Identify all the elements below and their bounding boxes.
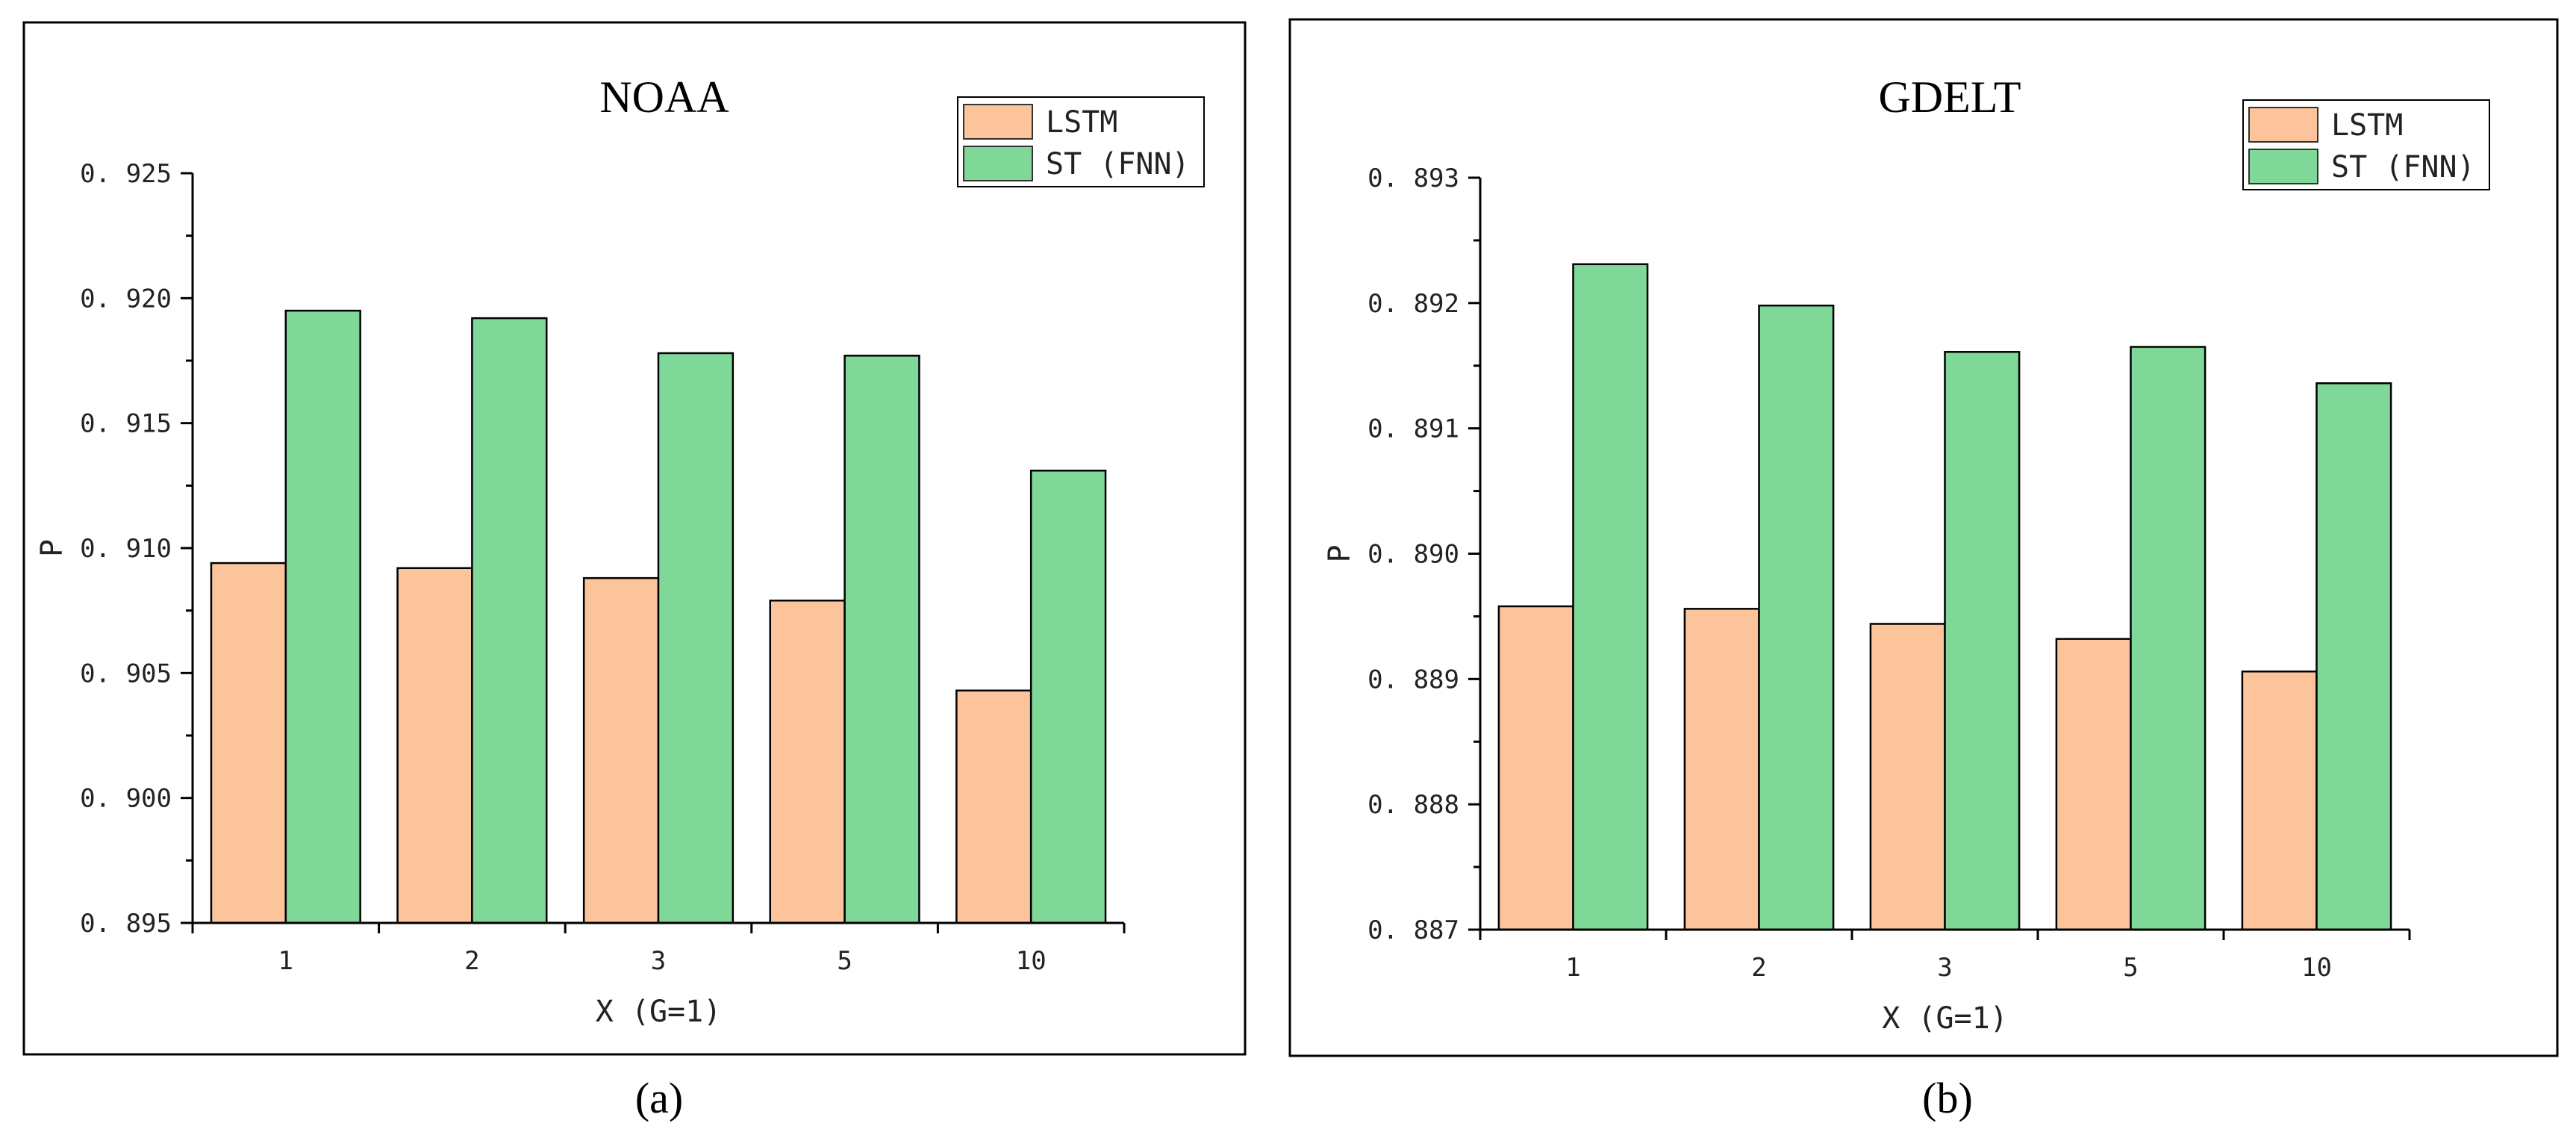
y-tick-label: 0. 925	[80, 159, 172, 189]
x-tick-label: 1	[1565, 953, 1580, 983]
bar-lstm-5	[769, 600, 846, 924]
y-tick-label: 0. 892	[1367, 289, 1459, 319]
y-tick-label: 0. 895	[80, 909, 172, 939]
bar-lstm-10	[2241, 671, 2318, 931]
x-axis-title: X (G=1)	[596, 995, 722, 1029]
bar-st-fnn-2	[471, 317, 548, 924]
y-tick-label: 0. 888	[1367, 790, 1459, 820]
bar-st-fnn-3	[1944, 351, 2021, 931]
bar-st-fnn-3	[657, 352, 735, 924]
y-tick-label: 0. 905	[80, 659, 172, 688]
x-tick-label: 3	[651, 946, 666, 976]
chart-title: GDELT	[1878, 72, 2021, 122]
bar-st-fnn-2	[1758, 304, 1835, 931]
x-tick-label: 10	[1016, 946, 1047, 976]
bar-st-fnn-1	[1572, 263, 1649, 931]
y-tick-label: 0. 891	[1367, 414, 1459, 444]
y-tick-label: 0. 890	[1367, 540, 1459, 570]
y-axis-title: P	[35, 539, 69, 557]
y-tick-label: 0. 889	[1367, 665, 1459, 694]
bar-lstm-3	[582, 576, 660, 924]
y-tick-label: 0. 915	[80, 409, 172, 439]
bar-st-fnn-5	[2130, 346, 2207, 931]
y-tick-label: 0. 920	[80, 284, 172, 314]
legend-swatch-st-fnn	[2248, 149, 2318, 184]
figure-caption: (a)	[635, 1074, 683, 1122]
legend: LSTM ST (FNN)	[957, 96, 1205, 187]
legend-label-st-fnn: ST (FNN)	[2331, 150, 2475, 184]
x-tick-label: 3	[1937, 953, 1952, 983]
chart-title: NOAA	[599, 72, 729, 122]
panel-frame	[1288, 18, 2559, 1057]
legend: LSTM ST (FNN)	[2242, 99, 2490, 190]
y-tick-label: 0. 893	[1367, 164, 1459, 193]
legend-label-st-fnn: ST (FNN)	[1046, 147, 1190, 181]
legend-swatch-lstm	[963, 104, 1033, 140]
figure-caption: (b)	[1922, 1074, 1973, 1122]
legend-swatch-st-fnn	[963, 146, 1033, 181]
x-axis-title: X (G=1)	[1882, 1001, 2008, 1036]
panel-frame	[22, 21, 1247, 1056]
y-tick-label: 0. 910	[80, 534, 172, 564]
bar-lstm-2	[1683, 608, 1760, 931]
bar-lstm-1	[1497, 605, 1574, 931]
y-tick-label: 0. 900	[80, 784, 172, 814]
x-tick-label: 1	[278, 946, 293, 976]
chart-panel-1: NOAA 0. 895 0. 900 0. 905 0. 910 0. 915 0. 920…	[22, 21, 1247, 1122]
chart-panel-2: GDELT 0. 887 0. 888 0. 889 0. 890 0. 891 0. 89…	[1288, 18, 2559, 1122]
y-tick-label: 0. 887	[1367, 915, 1459, 945]
legend-label-lstm: LSTM	[2331, 108, 2403, 143]
x-tick-label: 5	[2123, 953, 2138, 983]
x-tick-label: 10	[2301, 953, 2332, 983]
bar-st-fnn-10	[1029, 470, 1107, 924]
legend-swatch-lstm	[2248, 107, 2318, 143]
legend-label-lstm: LSTM	[1046, 105, 1117, 140]
x-tick-label: 2	[1751, 953, 1766, 983]
bar-st-fnn-1	[284, 309, 361, 924]
x-tick-label: 2	[464, 946, 479, 976]
bar-lstm-2	[396, 567, 473, 924]
bar-lstm-1	[210, 562, 287, 924]
x-tick-label: 5	[837, 946, 852, 976]
bar-lstm-10	[955, 689, 1032, 924]
bar-st-fnn-5	[843, 355, 920, 924]
bar-lstm-3	[1869, 623, 1946, 931]
y-axis-title: P	[1323, 544, 1357, 562]
bar-lstm-5	[2055, 638, 2132, 931]
bar-st-fnn-10	[2315, 382, 2392, 931]
